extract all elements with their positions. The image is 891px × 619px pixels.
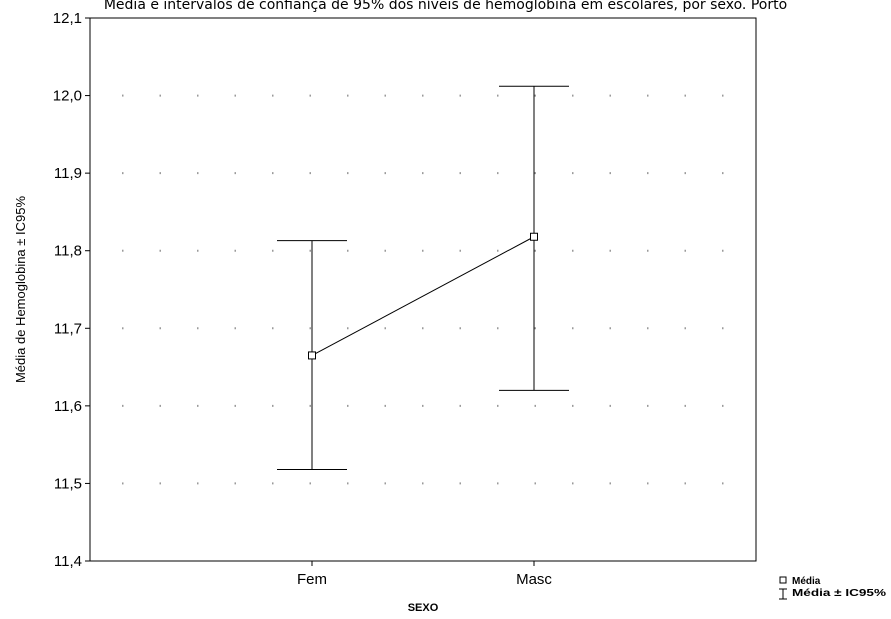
y-tick-label: 11,6 <box>54 398 82 415</box>
mean-point <box>308 351 316 360</box>
legend-label-mean: Média <box>792 576 821 587</box>
mean-point <box>530 232 538 241</box>
y-tick-label: 11,5 <box>54 475 82 492</box>
mean-line <box>311 236 535 356</box>
legend: Média Média ± IC95% <box>779 576 886 600</box>
axes: 11,4 11,5 11,6 11,7 11,8 11,9 12,0 12,1 Fem Masc <box>53 10 553 588</box>
legend-marker-error-bar <box>779 588 787 600</box>
y-tick-label: 11,8 <box>54 243 82 260</box>
x-tick-label: Masc <box>516 571 552 588</box>
y-axis-label: Média de Hemoglobina ± IC95% <box>13 196 28 384</box>
y-tick-label: 12,1 <box>53 10 82 27</box>
data-series <box>277 85 569 470</box>
legend-marker-square <box>779 576 787 584</box>
grid <box>94 94 752 485</box>
chart-title: Média e intervalos de confiança de 95% d… <box>103 0 788 13</box>
y-tick-label: 11,4 <box>54 553 82 570</box>
x-axis-label: SEXO <box>408 602 439 614</box>
y-tick-label: 11,9 <box>54 165 82 182</box>
x-tick-label: Fem <box>297 571 327 588</box>
y-tick-label: 12,0 <box>53 88 82 105</box>
y-tick-label: 11,7 <box>54 320 82 337</box>
plot-frame <box>89 17 757 562</box>
legend-label-ci: Média ± IC95% <box>792 588 886 599</box>
